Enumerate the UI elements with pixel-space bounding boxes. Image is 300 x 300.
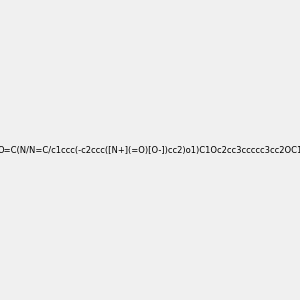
Text: O=C(N/N=C/c1ccc(-c2ccc([N+](=O)[O-])cc2)o1)C1Oc2cc3ccccc3cc2OC1: O=C(N/N=C/c1ccc(-c2ccc([N+](=O)[O-])cc2)…	[0, 146, 300, 154]
